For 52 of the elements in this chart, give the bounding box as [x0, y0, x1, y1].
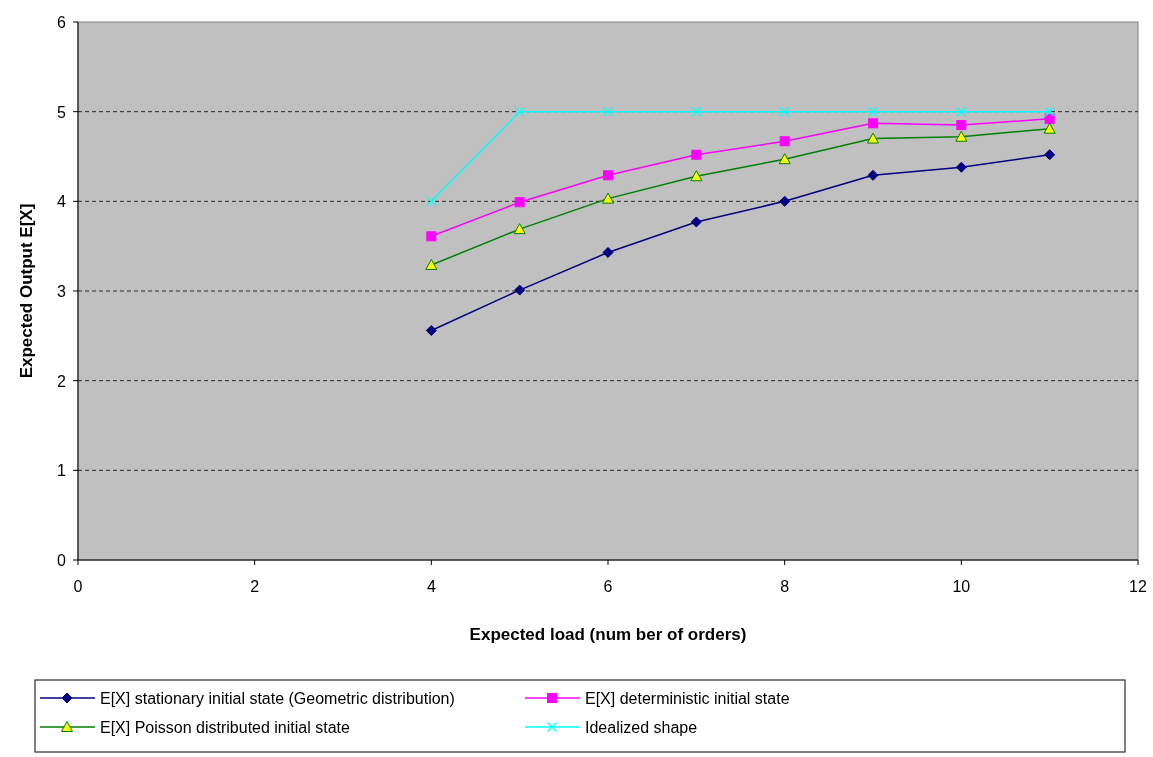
point — [691, 106, 702, 117]
legend-label: E[X] Poisson distributed initial state — [100, 719, 351, 736]
x-tick-label: 6 — [603, 578, 613, 595]
point — [778, 153, 791, 165]
point — [868, 118, 878, 129]
point — [426, 196, 437, 207]
point — [603, 170, 613, 181]
x-tick-label: 12 — [1129, 578, 1147, 595]
x-axis-title: Expected load (num ber of orders) — [469, 625, 747, 644]
point — [513, 223, 526, 235]
legend-label: E[X] deterministic initial state — [585, 690, 790, 707]
point — [956, 106, 967, 117]
legend-label: Idealized shape — [585, 719, 698, 736]
y-tick-label: 3 — [57, 283, 67, 300]
point — [602, 246, 614, 258]
point — [514, 197, 525, 208]
point — [425, 324, 437, 336]
point — [426, 231, 437, 242]
x-tick-label: 4 — [426, 578, 436, 595]
point — [690, 216, 702, 228]
x-tick-label: 2 — [250, 578, 260, 595]
point — [867, 132, 879, 144]
y-tick-label: 0 — [57, 552, 67, 569]
y-tick-label: 4 — [57, 193, 67, 211]
point — [602, 106, 614, 117]
x-tick-label: 8 — [780, 578, 790, 595]
y-tick-label: 1 — [57, 462, 67, 480]
point — [514, 106, 525, 117]
point — [602, 192, 614, 204]
point — [425, 259, 438, 270]
point — [691, 149, 702, 160]
point — [955, 130, 968, 142]
point — [1043, 122, 1056, 134]
point — [514, 284, 526, 296]
point — [1044, 149, 1056, 161]
point — [955, 161, 967, 173]
point — [867, 169, 879, 181]
y-tick-label: 6 — [57, 14, 67, 31]
point — [690, 170, 703, 182]
point — [867, 106, 879, 117]
legend-label: E[X] stationary initial state (Geometric distribution) — [100, 690, 455, 707]
point — [1044, 113, 1055, 124]
point — [779, 106, 790, 117]
point — [779, 195, 791, 207]
x-tick-label: 10 — [952, 578, 971, 595]
point — [1044, 106, 1055, 117]
x-tick-label: 0 — [73, 578, 83, 595]
point — [779, 136, 790, 147]
point — [956, 120, 967, 131]
y-axis-title: Expected Output E[X] — [17, 203, 36, 379]
y-tick-label: 5 — [57, 103, 67, 121]
y-tick-label: 2 — [57, 372, 67, 390]
